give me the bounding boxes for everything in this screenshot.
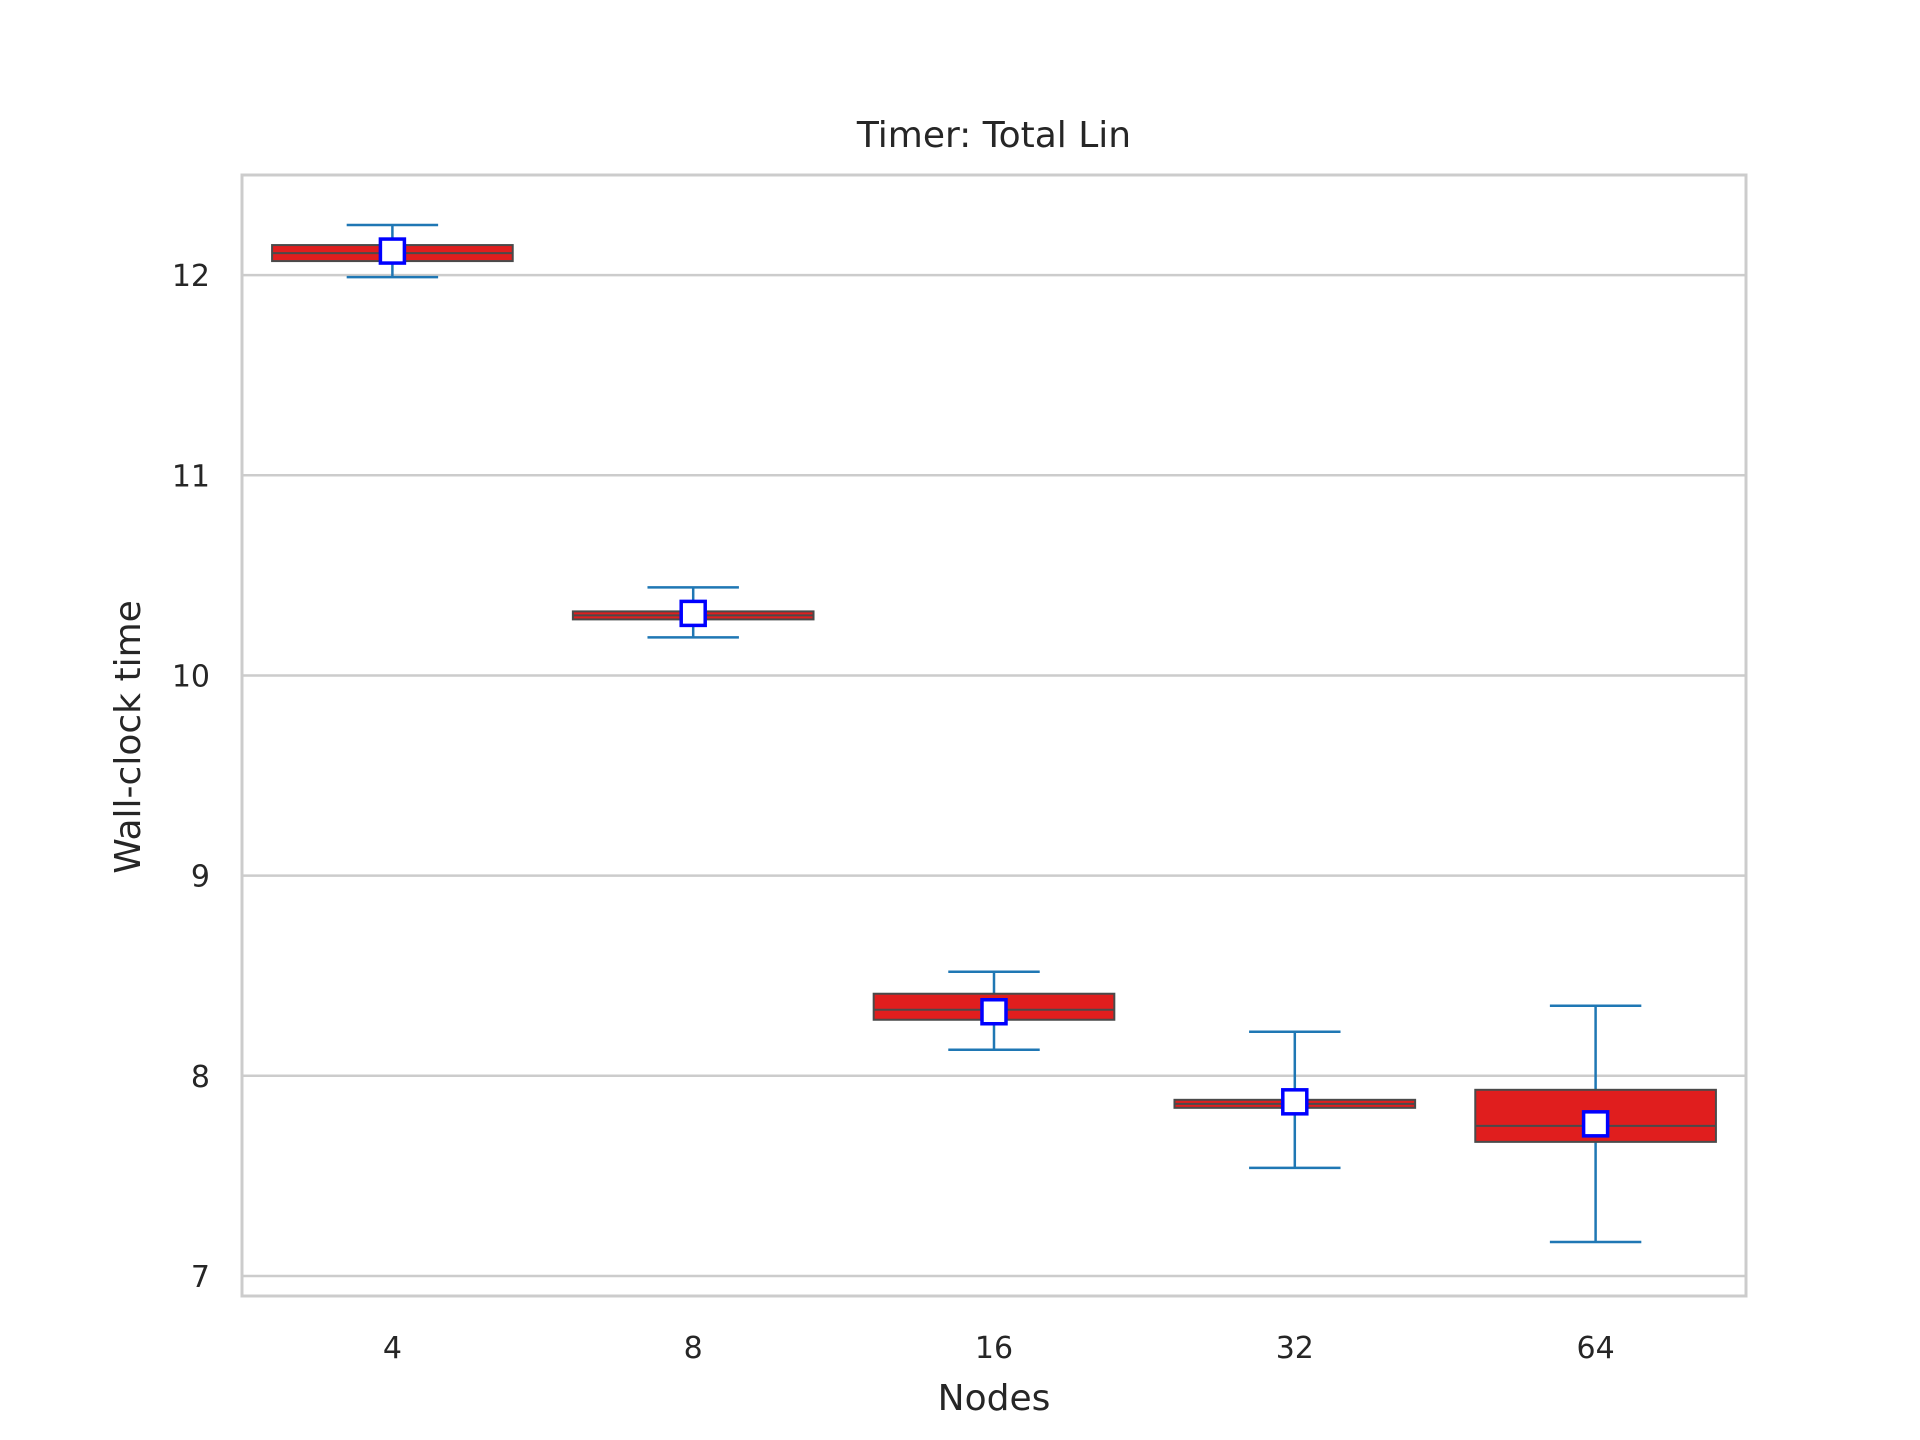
box-group-64 xyxy=(1474,1004,1717,1244)
x-tick-label-32: 32 xyxy=(1276,1331,1314,1366)
y-tick-label-9: 9 xyxy=(191,860,210,895)
mean-marker-16 xyxy=(980,997,1008,1026)
grid-lines xyxy=(242,273,1746,1278)
x-tick-labels: 4 8 16 32 64 xyxy=(383,1331,1615,1366)
y-tick-label-11: 11 xyxy=(172,459,210,494)
mean-marker-64 xyxy=(1581,1110,1610,1138)
box-group-4 xyxy=(271,223,514,279)
chart-title: Timer: Total Lin xyxy=(856,115,1131,156)
box-group-16 xyxy=(872,970,1116,1052)
y-tick-label-12: 12 xyxy=(172,259,210,294)
y-axis-title: Wall-clock time xyxy=(108,600,149,874)
x-tick-label-8: 8 xyxy=(684,1331,703,1366)
plot-frame xyxy=(240,173,1748,1298)
mean-marker-4 xyxy=(378,237,407,265)
boxes xyxy=(271,223,1717,1244)
x-axis-title: Nodes xyxy=(938,1378,1051,1419)
y-tick-label-8: 8 xyxy=(191,1060,210,1095)
y-tick-label-7: 7 xyxy=(191,1260,210,1295)
y-tick-labels: 7 8 9 10 11 12 xyxy=(172,259,210,1295)
mean-marker-32 xyxy=(1281,1088,1309,1116)
y-tick-label-10: 10 xyxy=(172,659,210,694)
x-tick-label-4: 4 xyxy=(383,1331,402,1366)
x-tick-label-16: 16 xyxy=(975,1331,1013,1366)
box-group-32 xyxy=(1173,1030,1417,1170)
x-tick-label-64: 64 xyxy=(1577,1331,1615,1366)
mean-marker-8 xyxy=(679,599,707,628)
box-group-8 xyxy=(571,586,815,639)
